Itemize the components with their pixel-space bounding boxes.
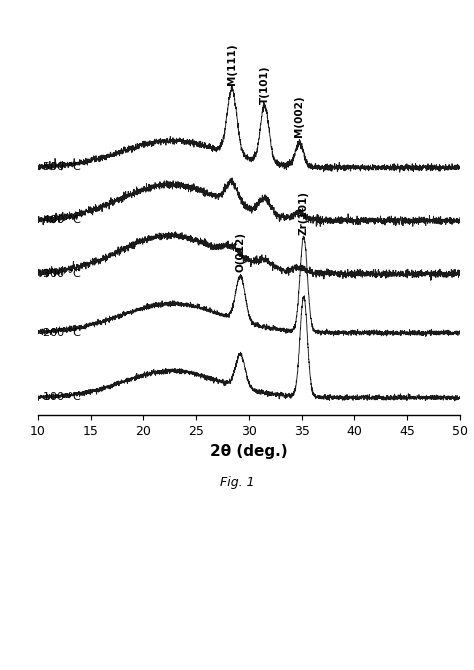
Text: 300 °C: 300 °C [43,269,81,279]
Text: Fig. 1: Fig. 1 [219,476,255,489]
Text: O(012): O(012) [236,232,246,272]
Text: 200 °C: 200 °C [43,328,81,338]
X-axis label: 2θ (deg.): 2θ (deg.) [210,444,288,459]
Text: Zr(101): Zr(101) [299,191,309,235]
Text: M(002): M(002) [294,96,304,137]
Text: T(101): T(101) [260,66,270,104]
Text: M(111): M(111) [227,44,237,85]
Text: 400 °C: 400 °C [43,216,81,225]
Text: 500 °C: 500 °C [43,162,81,172]
Text: 100 °C: 100 °C [43,393,81,403]
